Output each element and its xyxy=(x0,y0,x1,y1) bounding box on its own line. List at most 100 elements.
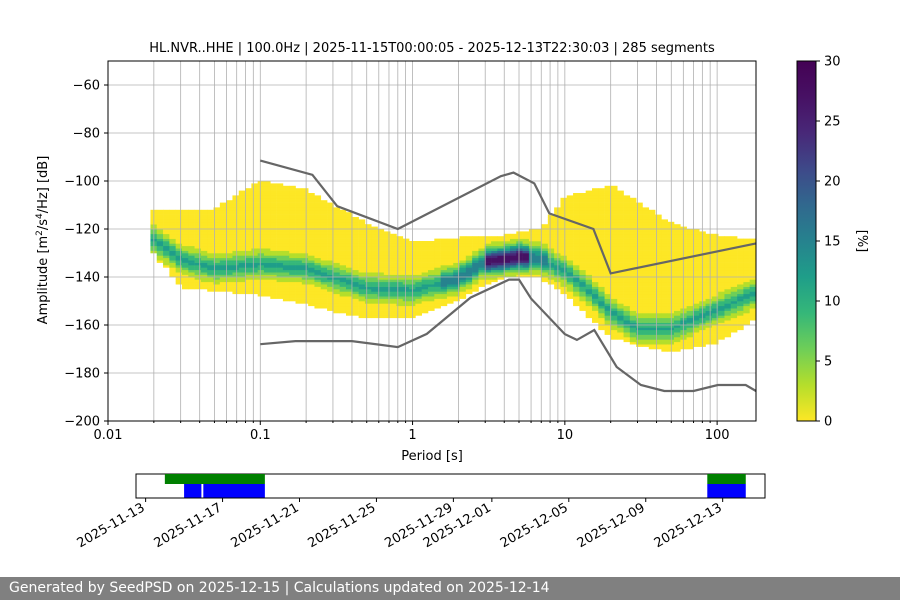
pdf-cell xyxy=(226,205,233,208)
pdf-cell xyxy=(364,257,372,261)
pdf-cell xyxy=(415,293,422,297)
pdf-cell xyxy=(554,281,561,285)
pdf-cell xyxy=(232,233,240,237)
pdf-cell xyxy=(238,289,246,292)
pdf-cell xyxy=(705,233,713,237)
pdf-cell xyxy=(345,262,353,266)
pdf-cell xyxy=(648,329,656,333)
pdf-cell xyxy=(629,303,637,307)
pdf-cell xyxy=(743,265,750,268)
pdf-cell xyxy=(541,265,549,268)
pdf-cell xyxy=(674,265,681,268)
pdf-cell xyxy=(642,308,650,311)
pdf-cell xyxy=(705,272,713,275)
pdf-cell xyxy=(390,281,397,285)
pdf-cell xyxy=(194,284,202,287)
pdf-cell xyxy=(333,253,340,256)
pdf-cell xyxy=(718,255,725,259)
pdf-cell xyxy=(623,200,631,203)
pdf-cell xyxy=(200,260,208,263)
pdf-cell xyxy=(156,224,164,227)
pdf-cell xyxy=(636,267,643,271)
pdf-cell xyxy=(648,325,656,328)
pdf-cell xyxy=(213,226,221,230)
pdf-cell xyxy=(686,293,694,297)
pdf-cell xyxy=(579,298,586,302)
pdf-cell xyxy=(604,188,612,191)
pdf-cell xyxy=(358,296,366,299)
pdf-cell xyxy=(718,293,725,297)
pdf-cell xyxy=(636,279,643,283)
pdf-cell xyxy=(617,305,624,309)
pdf-cell xyxy=(573,193,580,196)
pdf-cell xyxy=(238,255,246,259)
pdf-cell xyxy=(295,226,303,230)
pdf-cell xyxy=(434,241,441,244)
pdf-cell xyxy=(232,205,240,208)
pdf-cell xyxy=(749,313,757,316)
pdf-cell xyxy=(188,277,195,280)
pdf-cell xyxy=(232,238,240,242)
pdf-cell xyxy=(604,313,612,316)
pdf-cell xyxy=(371,286,378,290)
pdf-cell xyxy=(592,317,599,321)
pdf-cell xyxy=(377,267,385,271)
pdf-cell xyxy=(503,250,511,254)
pdf-cell xyxy=(270,257,277,261)
pdf-cell xyxy=(301,301,309,304)
pdf-cell xyxy=(245,262,252,266)
pdf-cell xyxy=(522,265,530,268)
pdf-cell xyxy=(674,313,681,316)
pdf-cell xyxy=(617,289,624,292)
pdf-cell xyxy=(718,291,725,295)
pdf-cell xyxy=(674,339,681,343)
pdf-cell xyxy=(724,241,732,244)
pdf-cell xyxy=(402,267,410,271)
pdf-cell xyxy=(276,257,284,261)
pdf-cell xyxy=(175,229,183,232)
pdf-cell xyxy=(598,281,605,285)
pdf-cell xyxy=(718,305,725,309)
pdf-cell xyxy=(724,291,732,295)
pdf-cell xyxy=(566,241,574,244)
pdf-cell xyxy=(711,291,719,295)
pdf-cell xyxy=(257,190,265,194)
pdf-cell xyxy=(642,231,650,235)
pdf-cell xyxy=(383,245,391,249)
pdf-cell xyxy=(686,281,694,285)
pdf-cell xyxy=(213,233,221,237)
pdf-cell xyxy=(566,217,574,220)
pdf-cell xyxy=(282,209,290,213)
pdf-cell xyxy=(295,241,303,244)
pdf-cell xyxy=(245,190,252,194)
pdf-cell xyxy=(377,284,385,287)
pdf-cell xyxy=(617,313,624,316)
pdf-cell xyxy=(453,269,460,273)
pdf-cell xyxy=(655,305,662,309)
pdf-cell xyxy=(598,325,605,328)
pdf-cell xyxy=(636,262,643,266)
pdf-cell xyxy=(308,195,315,199)
pdf-cell xyxy=(377,243,385,247)
pdf-cell xyxy=(560,241,568,244)
pdf-cell xyxy=(320,253,328,256)
pdf-cell xyxy=(219,245,227,249)
pdf-cell xyxy=(270,214,277,218)
pdf-cell xyxy=(282,272,290,275)
pdf-cell xyxy=(453,274,460,278)
pdf-cell xyxy=(226,250,233,254)
pdf-cell xyxy=(749,241,757,244)
pdf-cell xyxy=(270,200,277,203)
pdf-cell xyxy=(610,320,618,323)
pdf-cell xyxy=(333,260,340,263)
pdf-cell xyxy=(737,274,744,278)
pdf-cell xyxy=(573,277,580,280)
pdf-cell xyxy=(579,217,586,220)
pdf-cell xyxy=(188,209,195,213)
pdf-cell xyxy=(320,243,328,247)
pdf-cell xyxy=(226,284,233,287)
pdf-cell xyxy=(263,241,271,244)
pdf-cell xyxy=(592,221,599,225)
pdf-cell xyxy=(623,293,631,297)
pdf-cell xyxy=(358,257,366,261)
